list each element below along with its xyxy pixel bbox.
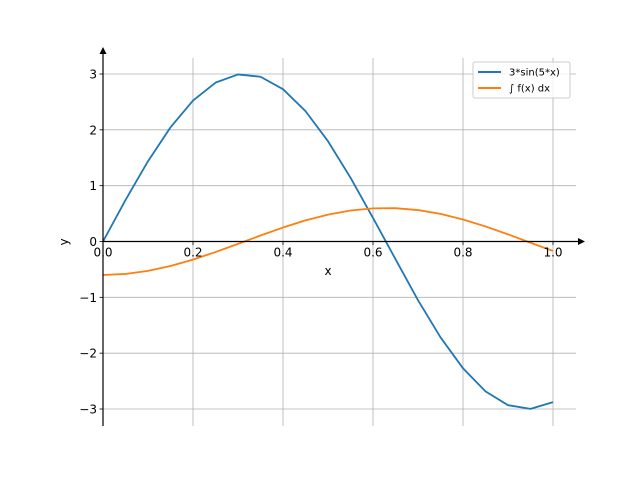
x-tick-label: 0.6 bbox=[363, 246, 382, 260]
y-axis-arrow bbox=[99, 47, 107, 54]
x-axis-label: x bbox=[324, 264, 331, 278]
x-tick-label: 0.4 bbox=[273, 246, 292, 260]
axes bbox=[99, 47, 585, 426]
y-axis-label: y bbox=[57, 238, 71, 245]
x-tick-label: 0.0 bbox=[93, 246, 112, 260]
x-tick-label: 0.8 bbox=[453, 246, 472, 260]
legend-label-series-1: 3*sin(5*x) bbox=[509, 68, 560, 79]
y-tick-label: −3 bbox=[79, 403, 97, 417]
legend-label-series-2: ∫ f(x) dx bbox=[509, 84, 550, 95]
x-tick-label: 1.0 bbox=[543, 246, 562, 260]
y-tick-label: −2 bbox=[79, 347, 97, 361]
series-line-1 bbox=[102, 73, 554, 410]
series-line-2 bbox=[102, 207, 554, 276]
ticks: 0.0 0.2 0.4 0.6 0.8 1.0 −3 −2 −1 0 1 2 3 bbox=[79, 68, 562, 417]
y-tick-label: −1 bbox=[79, 291, 97, 305]
legend: 3*sin(5*x) ∫ f(x) dx bbox=[472, 61, 571, 99]
y-tick-label: 1 bbox=[89, 179, 97, 193]
y-tick-label: 0 bbox=[89, 235, 97, 249]
series-layer bbox=[102, 73, 554, 410]
y-tick-label: 2 bbox=[89, 123, 97, 137]
x-tick-label: 0.2 bbox=[183, 246, 202, 260]
x-axis-arrow bbox=[578, 238, 585, 245]
y-tick-label: 3 bbox=[89, 68, 97, 82]
